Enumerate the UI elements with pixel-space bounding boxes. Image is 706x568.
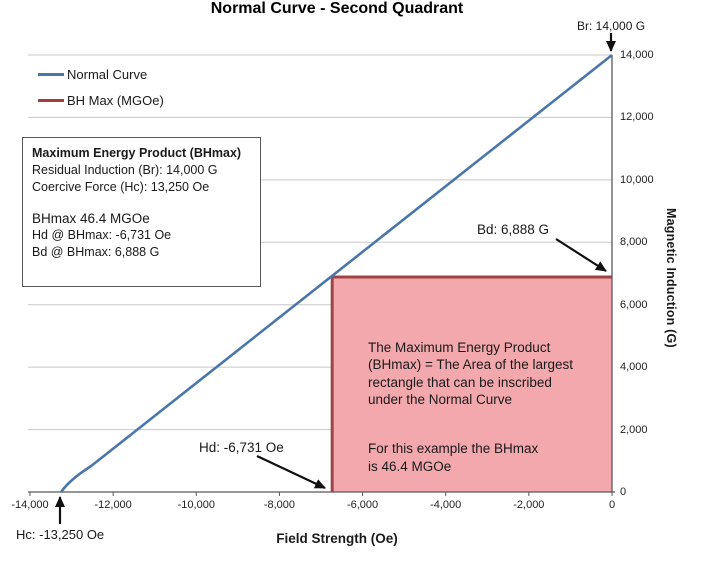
annotation-arrow-bd [555,238,607,272]
x-tick-label: 0 [608,499,616,511]
legend-label-bhmax: BH Max (MGOe) [67,93,164,108]
bhmax-rectangle-note: The Maximum Energy Product (BHmax) = The… [368,321,604,507]
bhmax-rectangle [332,276,612,492]
y-tick-label: 12,000 [620,111,654,124]
rect-note-paragraph-2: For this example the BHmax is 46.4 MGOe [368,441,539,474]
info-box-spacer [32,196,251,210]
info-box-line-hc: Coercive Force (Hc): 13,250 Oe [32,180,210,194]
info-box-line-br: Residual Induction (Br): 14,000 G [32,163,218,177]
x-tick-label: -4,000 [430,499,462,511]
y-tick-label: 4,000 [620,361,648,374]
annotation-bd: Bd: 6,888 G [477,222,550,237]
normal-curve-line [60,53,613,493]
y-tick-label: 10,000 [620,173,654,186]
normal-curve-line-icon [38,73,64,76]
info-box-line-bd: Bd @ BHmax: 6,888 G [32,245,160,259]
annotation-br: Br: 14,000 G [577,19,646,33]
legend-label-normal-curve: Normal Curve [67,67,148,82]
info-box-title: Maximum Energy Product (BHmax) [32,146,242,160]
y-tick-label: 0 [620,486,627,498]
x-axis-title: Field Strength (Oe) [276,531,398,546]
x-tick-label: -6,000 [346,499,379,511]
chart-title: Normal Curve - Second Quadrant [210,0,464,17]
annotation-arrow-hd [256,455,326,489]
info-box-line-hd: Hd @ BHmax: -6,731 Oe [32,228,172,242]
y-tick-label: 2,000 [620,423,648,436]
annotation-hd: Hd: -6,731 Oe [199,440,284,455]
legend-item-bhmax: BH Max (MGOe) [38,93,164,108]
bhmax-info-box: Maximum Energy Product (BHmax) Residual … [22,137,261,287]
x-tick-label: -8,000 [263,499,296,511]
legend-item-normal-curve: Normal Curve [38,67,147,82]
x-tick-label: -12,000 [94,499,132,511]
rect-note-paragraph-1: The Maximum Energy Product (BHmax) = The… [368,339,573,408]
y-tick-label: 6,000 [620,298,648,311]
y-tick-label: 14,000 [620,49,654,61]
y-axis-title: Magnetic Induction (G) [664,208,678,348]
y-tick-label: 8,000 [620,236,648,249]
x-tick-label: -2,000 [513,499,545,511]
annotation-hc: Hc: -13,250 Oe [16,527,105,542]
info-box-line-bhmax: BHmax 46.4 MGOe [32,211,150,226]
x-tick-label: -14,000 [11,499,49,511]
bhmax-line-icon [38,99,64,102]
x-tick-label: -10,000 [177,499,215,511]
